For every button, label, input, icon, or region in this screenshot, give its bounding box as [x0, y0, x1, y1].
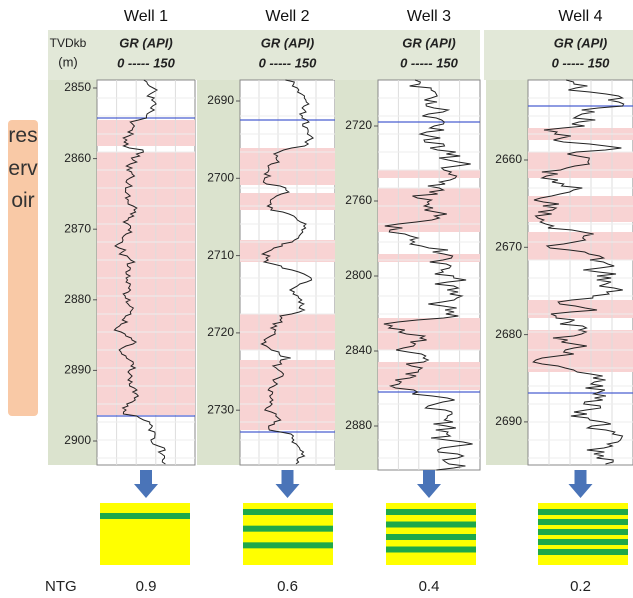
sand-interval [378, 254, 480, 262]
depth-tick-label: 2760 [345, 193, 372, 207]
well-name: Well 3 [407, 8, 451, 25]
depth-tick-label: 2870 [64, 221, 91, 235]
arrow [568, 470, 593, 498]
depth-column [197, 80, 240, 465]
header-band [484, 30, 633, 80]
track [527, 79, 633, 466]
depth-tick-label: 2690 [207, 93, 234, 107]
gr-curve [532, 79, 625, 465]
ntg-value: 0.2 [570, 578, 591, 595]
curve-label: GR (API) [261, 35, 314, 50]
depth-column [48, 80, 97, 465]
depth-tick-label: 2850 [64, 80, 91, 94]
depth-tick-label: 2840 [345, 343, 372, 357]
shale-stripe [243, 525, 333, 532]
depth-tick-label: 2880 [345, 418, 372, 432]
arrow [275, 470, 300, 498]
depth-tick-label: 2660 [495, 152, 522, 166]
scale-label: 0 ----- 150 [400, 55, 459, 70]
sand-interval [528, 300, 633, 318]
shale-stripe [100, 513, 190, 519]
depth-tick-label: 2690 [495, 414, 522, 428]
sand-interval [528, 196, 633, 222]
shale-stripe [386, 521, 476, 528]
depth-tick-label: 2720 [345, 118, 372, 132]
depth-tick-label: 2900 [64, 433, 91, 447]
depth-tick-label: 2670 [495, 239, 522, 253]
sand-interval [97, 152, 195, 415]
sand-interval [240, 148, 335, 185]
shale-stripe [386, 534, 476, 540]
shale-stripe [243, 509, 333, 515]
curve-label: GR (API) [402, 35, 455, 50]
header-band [195, 30, 335, 80]
depth-column [486, 80, 528, 465]
ntg-value: 0.6 [277, 578, 298, 595]
depth-tick-label: 2890 [64, 363, 91, 377]
shale-stripe [538, 539, 628, 545]
shale-stripe [538, 549, 628, 555]
shale-stripe [538, 529, 628, 535]
scale-label: 0 ----- 150 [552, 55, 611, 70]
shale-stripe [386, 546, 476, 553]
curve-label: GR (API) [119, 35, 172, 50]
depth-tick-label: 2860 [64, 151, 91, 165]
depth-unit: (m) [58, 54, 78, 69]
depth-axis-label: TVDkb [50, 36, 87, 50]
sand-interval [528, 232, 633, 260]
sand-interval [378, 170, 480, 178]
header-band [48, 30, 197, 80]
shale-stripe [538, 509, 628, 515]
sand-interval [528, 330, 633, 372]
depth-tick-label: 2720 [207, 325, 234, 339]
arrow [417, 470, 441, 498]
sand-interval [97, 120, 195, 146]
ntg-label: NTG [45, 578, 77, 595]
depth-tick-label: 2800 [345, 268, 372, 282]
scale-label: 0 ----- 150 [259, 55, 318, 70]
arrow [134, 470, 158, 498]
shale-stripe [538, 519, 628, 525]
shale-stripe [243, 542, 333, 549]
curve-label: GR (API) [554, 35, 607, 50]
depth-tick-label: 2710 [207, 248, 234, 262]
depth-tick-label: 2700 [207, 170, 234, 184]
depth-tick-label: 2880 [64, 292, 91, 306]
track [377, 79, 481, 471]
gr-curve [383, 79, 473, 471]
sand-interval [240, 240, 335, 262]
depth-tick-label: 2730 [207, 402, 234, 416]
ntg-value: 0.9 [136, 578, 157, 595]
ntg-model [100, 503, 190, 565]
ntg-value: 0.4 [419, 578, 440, 595]
sand-interval [378, 318, 480, 350]
header-band [333, 30, 480, 80]
sand-interval [240, 193, 335, 210]
well-name: Well 1 [124, 8, 168, 25]
shale-stripe [386, 509, 476, 515]
gr-curve [260, 79, 315, 465]
sand-interval [240, 360, 335, 430]
well-name: Well 2 [265, 8, 309, 25]
depth-column [335, 80, 378, 470]
well-name: Well 4 [558, 8, 602, 25]
gr-curve [113, 79, 166, 465]
depth-tick-label: 2680 [495, 327, 522, 341]
reservoir-label: reservoir [8, 120, 38, 416]
scale-label: 0 ----- 150 [117, 55, 176, 70]
